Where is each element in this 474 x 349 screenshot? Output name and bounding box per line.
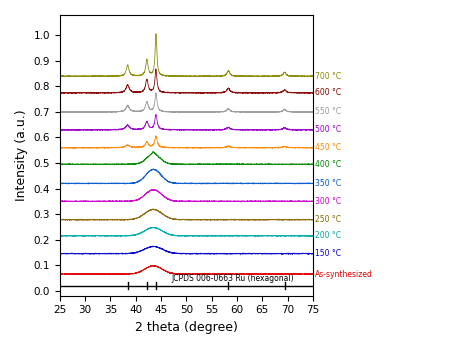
Text: JCPDS 006-0663 Ru (hexagonal): JCPDS 006-0663 Ru (hexagonal) (171, 274, 294, 283)
Text: 150 °C: 150 °C (315, 249, 341, 258)
X-axis label: 2 theta (degree): 2 theta (degree) (135, 321, 238, 334)
Text: 200 °C: 200 °C (315, 231, 341, 240)
Text: 700 °C: 700 °C (315, 72, 341, 81)
Text: 350 °C: 350 °C (315, 179, 341, 188)
Text: 250 °C: 250 °C (315, 215, 341, 224)
Y-axis label: Intensity (a.u.): Intensity (a.u.) (15, 110, 28, 201)
Text: 600 °C: 600 °C (315, 88, 341, 97)
Text: 300 °C: 300 °C (315, 197, 341, 206)
Text: As-synthesized: As-synthesized (315, 269, 373, 279)
Text: 450 °C: 450 °C (315, 143, 341, 152)
Text: 400 °C: 400 °C (315, 160, 341, 169)
Text: 550 °C: 550 °C (315, 107, 341, 117)
Text: 500 °C: 500 °C (315, 125, 341, 134)
